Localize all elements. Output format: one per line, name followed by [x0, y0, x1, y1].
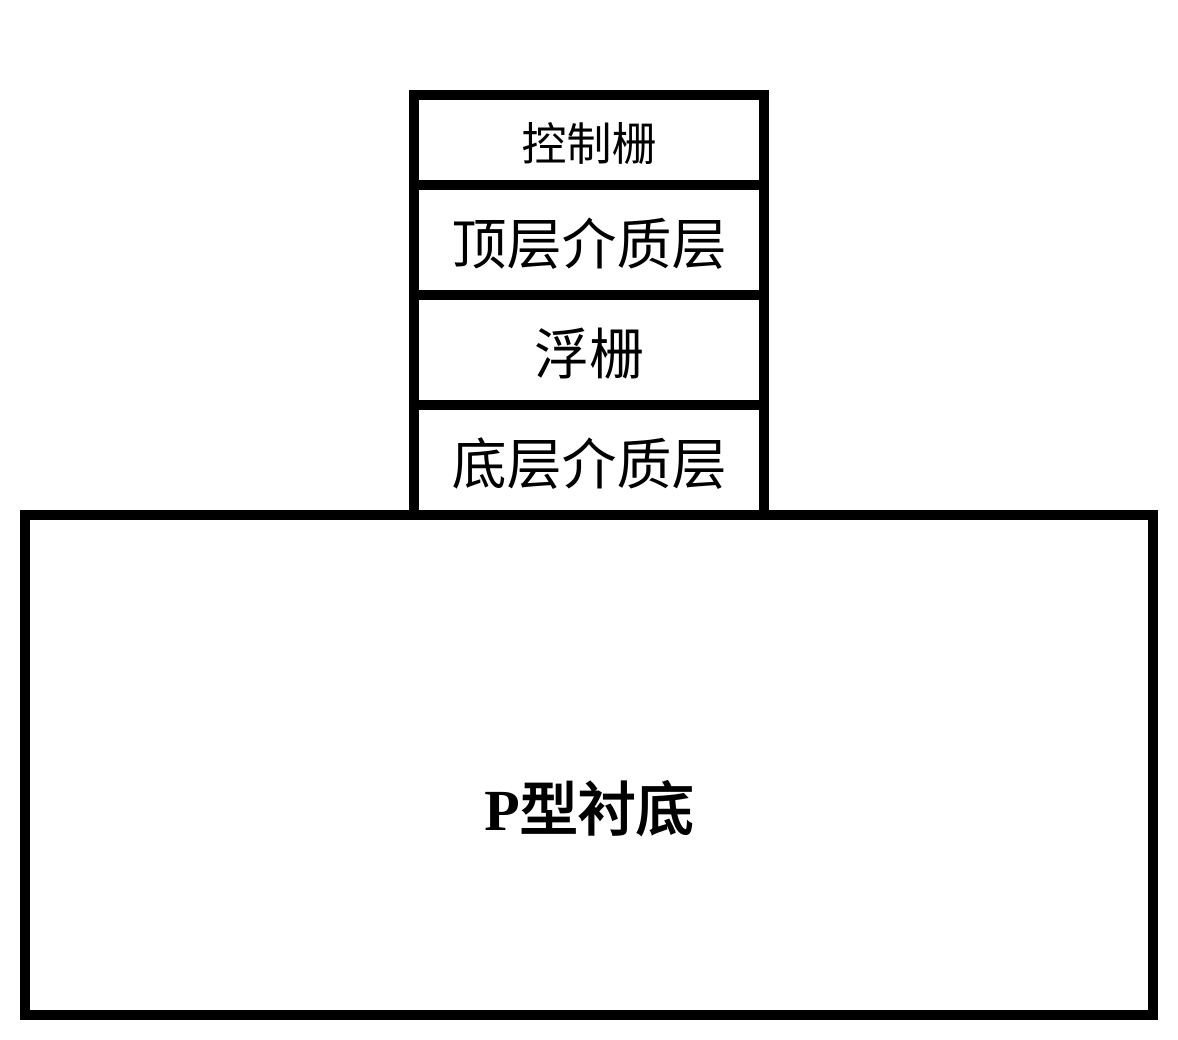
substrate-label: P型衬底: [484, 763, 693, 847]
floating-gate-label: 浮栅: [534, 310, 644, 390]
control-gate-layer: 控制栅: [409, 90, 769, 190]
bottom-dielectric-layer: 底层介质层: [409, 400, 769, 520]
control-gate-label: 控制栅: [521, 108, 656, 173]
top-dielectric-label: 顶层介质层: [451, 200, 726, 280]
bottom-dielectric-label: 底层介质层: [451, 420, 726, 500]
floating-gate-layer: 浮栅: [409, 290, 769, 410]
substrate-layer: P型衬底: [20, 510, 1158, 1020]
semiconductor-diagram: 控制栅 顶层介质层 浮栅 底层介质层 P型衬底: [20, 90, 1158, 1020]
top-dielectric-layer: 顶层介质层: [409, 180, 769, 300]
